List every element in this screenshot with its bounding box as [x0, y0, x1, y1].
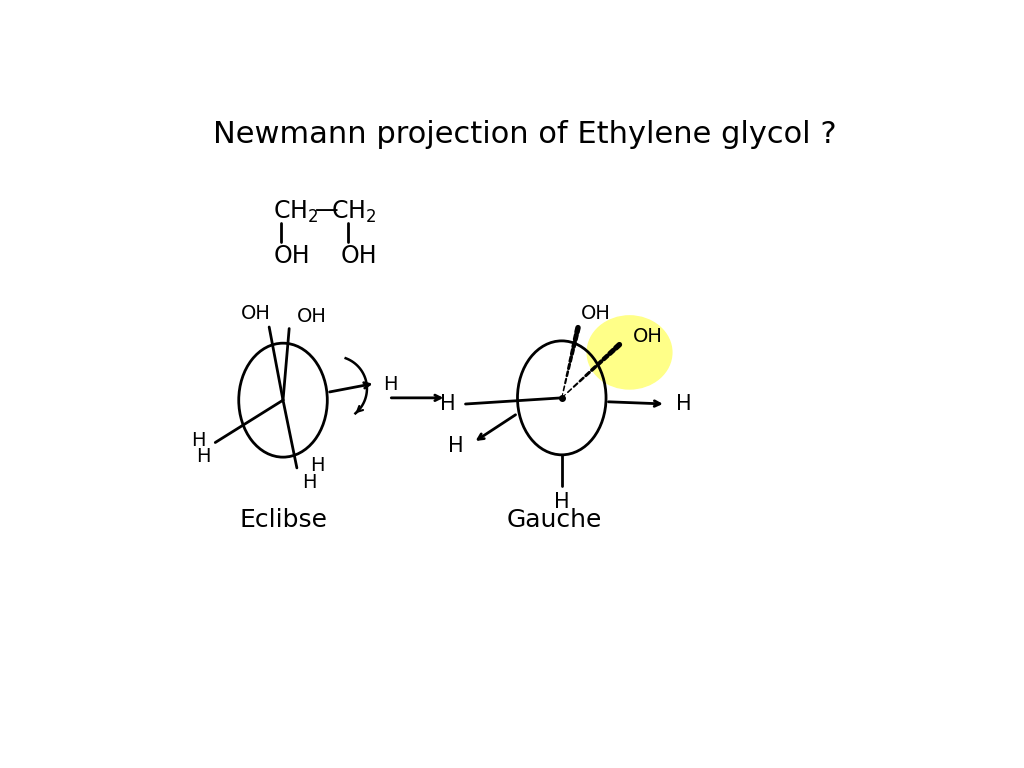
Text: Newmann projection of Ethylene glycol ?: Newmann projection of Ethylene glycol ?	[213, 120, 837, 149]
Text: CH$_2$: CH$_2$	[273, 198, 318, 224]
Text: OH: OH	[633, 326, 663, 346]
Text: OH: OH	[297, 307, 328, 326]
Text: H: H	[384, 376, 398, 394]
Text: OH: OH	[273, 244, 310, 268]
Text: Gauche: Gauche	[507, 508, 602, 531]
Text: OH: OH	[241, 304, 271, 323]
Text: H: H	[309, 456, 325, 475]
Text: H: H	[191, 431, 206, 450]
Text: H: H	[440, 394, 456, 414]
Text: OH: OH	[341, 244, 378, 268]
Text: H: H	[554, 492, 569, 511]
Text: H: H	[676, 394, 691, 414]
Text: —: —	[315, 198, 339, 222]
Text: OH: OH	[581, 303, 611, 323]
Text: H: H	[447, 435, 463, 455]
Text: H: H	[302, 473, 316, 492]
Text: CH$_2$: CH$_2$	[331, 198, 376, 224]
Text: Eclibse: Eclibse	[239, 508, 327, 531]
Text: H: H	[197, 447, 211, 466]
Ellipse shape	[587, 316, 672, 389]
